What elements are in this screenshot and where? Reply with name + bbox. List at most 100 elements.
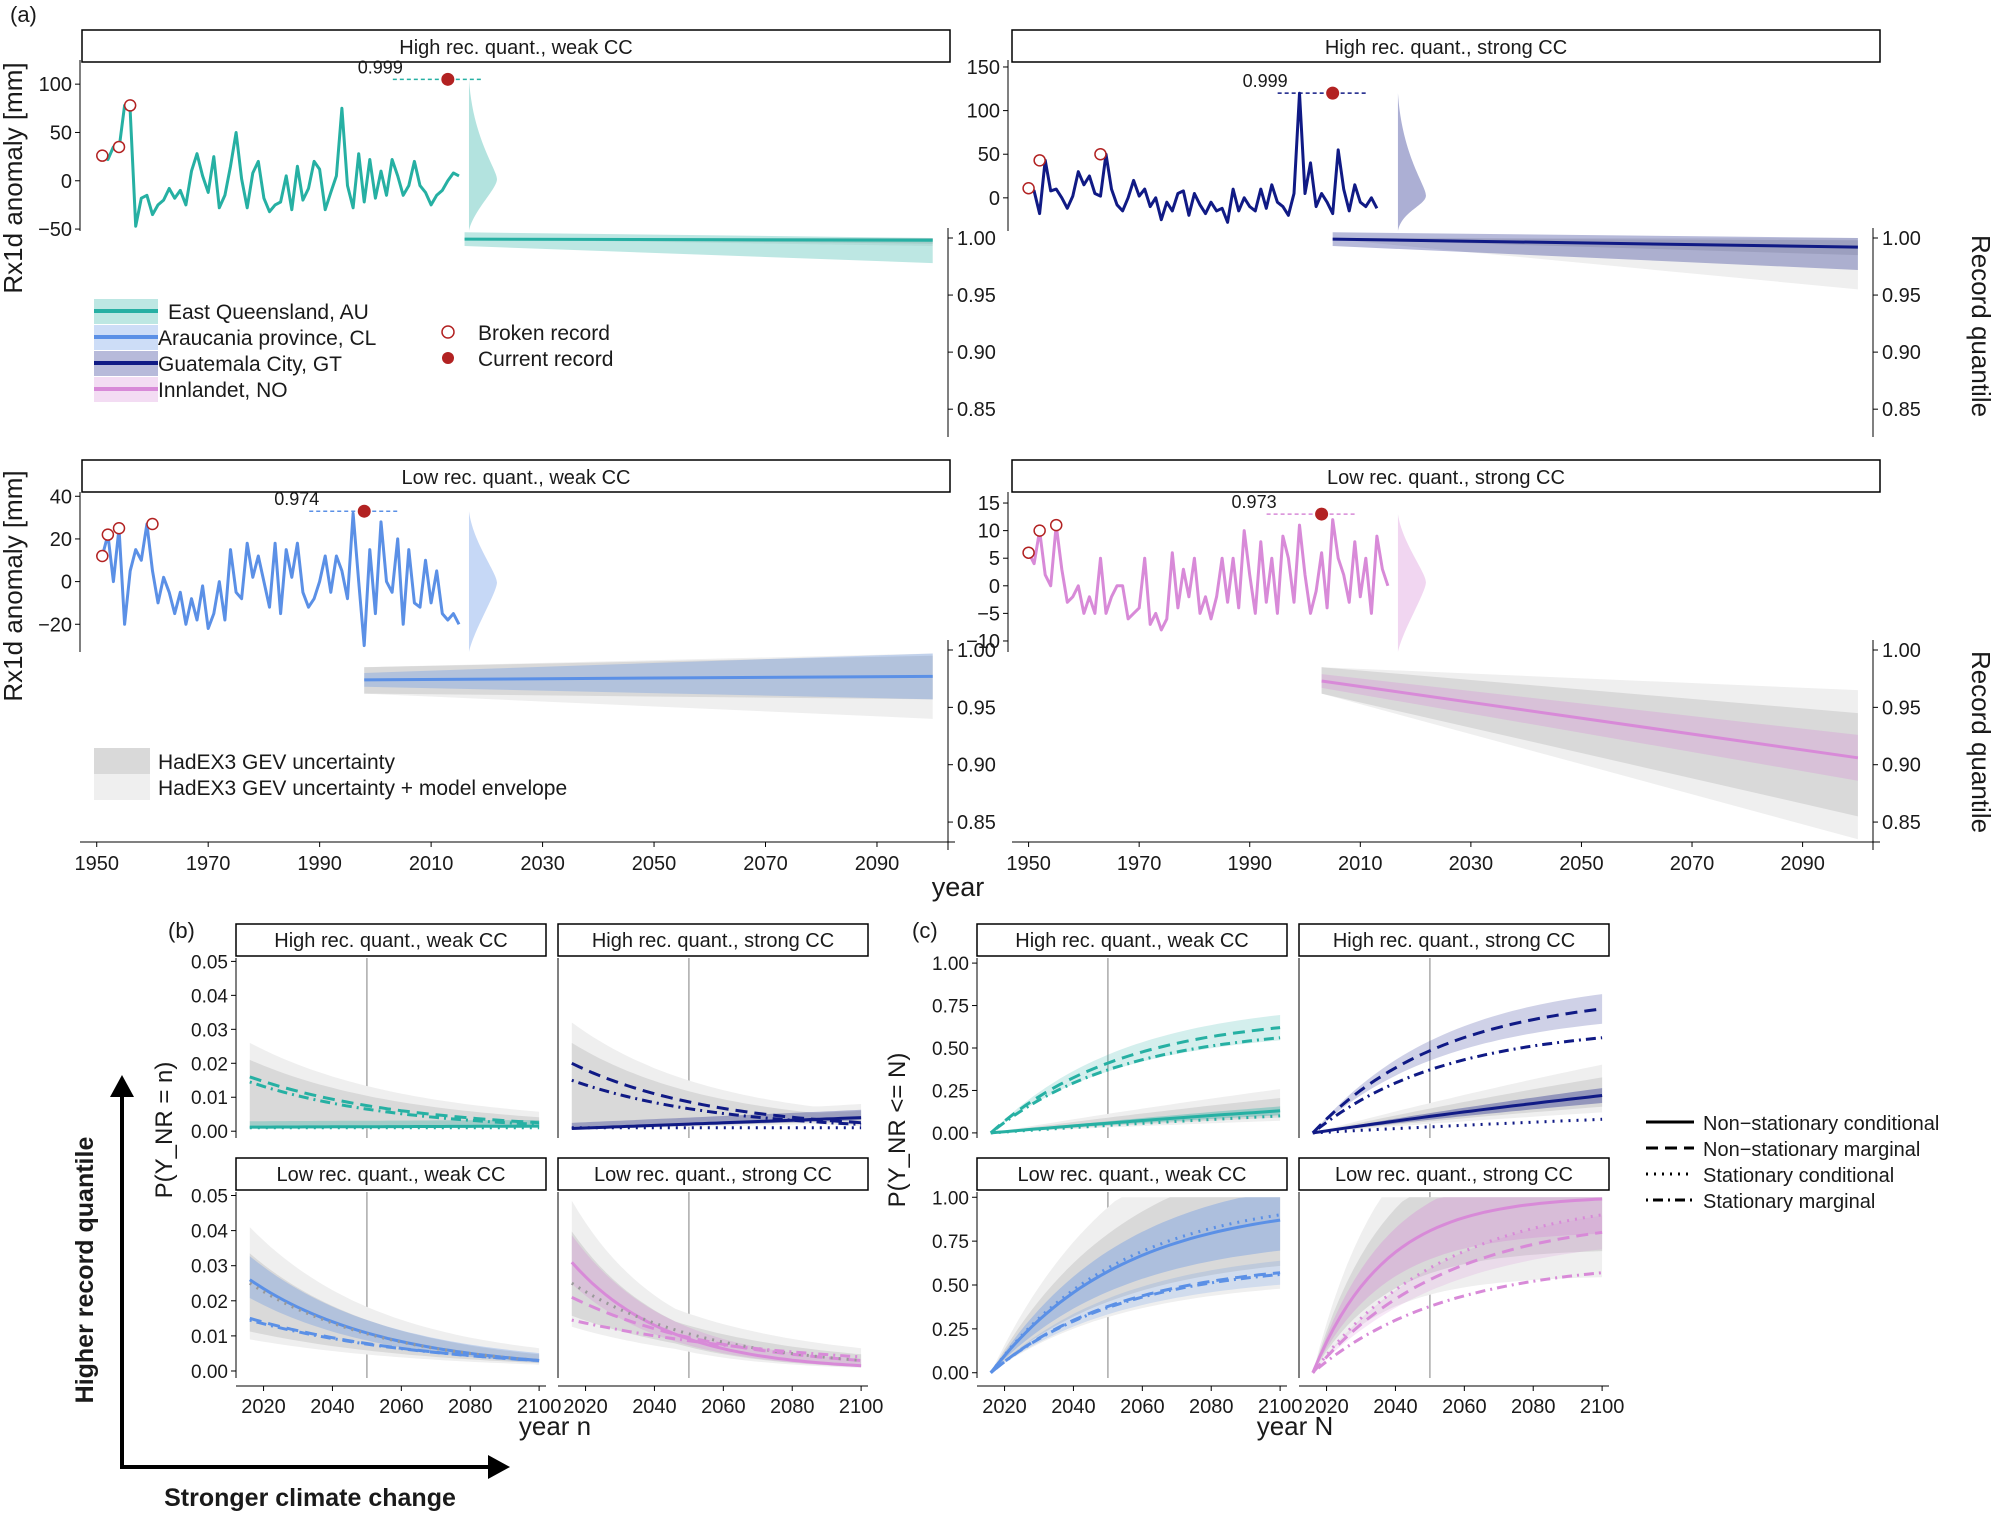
a-x-tick-label: 2050 [632, 853, 677, 875]
x-tick-label: 2020 [1304, 1396, 1349, 1418]
y-tick-label: 0.02 [191, 1054, 228, 1075]
ts-y-tick-label: −5 [977, 603, 1000, 625]
facet-strip [1011, 459, 1881, 493]
a-x-tick-label: 2090 [1780, 853, 1825, 875]
ts-y-tick-label: 0 [989, 188, 1000, 210]
legend-label-araucania: Araucania province, CL [158, 327, 376, 350]
density-shape [1397, 514, 1426, 652]
rx1d-series-line [100, 511, 461, 648]
series-line-dashed [1311, 1230, 1603, 1374]
facet-c-2: Low rec. quant., weak CC 0.00 0.25 0.50 0.75… [932, 1157, 1302, 1418]
series-line-dashed [249, 1316, 540, 1362]
facet-strip [557, 923, 869, 957]
gev-uncertainty-label: HadEX3 GEV uncertainty [158, 751, 395, 774]
c-y-axis-title: P(Y_NR <= N) [884, 1053, 911, 1208]
rx1d-series-line [101, 103, 460, 228]
x-tick-label: 2020 [982, 1396, 1027, 1418]
vertical-arrow-head [110, 1075, 134, 1097]
linetype-label-ns-marginal: Non−stationary marginal [1703, 1139, 1920, 1161]
quantile-tick-label: 1.00 [1882, 228, 1921, 250]
panel-label-a: (a) [10, 2, 37, 27]
gev-uncertainty-band [990, 1197, 1281, 1373]
ts-y-tick-label: −20 [38, 614, 72, 636]
gev-uncertainty-band [1312, 1197, 1603, 1373]
gev-uncertainty-key [94, 748, 150, 774]
y-tick-label: 0.01 [191, 1327, 228, 1348]
y-tick-label: 0.05 [191, 1187, 228, 1208]
y-tick-label: 0.03 [191, 1020, 228, 1041]
broken-record-marker [1049, 518, 1063, 532]
broken-record-marker [1094, 147, 1107, 161]
y-tick-label: 0.25 [932, 1081, 969, 1102]
x-tick-label: 2060 [701, 1396, 746, 1418]
facet-title: High rec. quant., strong CC [592, 930, 834, 952]
region-band [464, 232, 933, 264]
gev-uncertainty-band [1321, 667, 1858, 817]
facet-a-0: High rec. quant., weak CC −50 0 50 100 0.999 0… [38, 29, 996, 437]
record-quantile-label: 0.999 [1243, 71, 1288, 91]
facet-strip [81, 29, 951, 63]
a-x-tick-label: 2090 [855, 853, 900, 875]
quantile-tick-label: 0.95 [1882, 285, 1921, 307]
marginal-band [990, 1015, 1281, 1133]
stronger-climate-change-label: Stronger climate change [164, 1484, 456, 1512]
median-quantile-line [464, 237, 933, 242]
facet-a-1: High rec. quant., strong CC 0 50 100 150 0.99… [967, 29, 1921, 437]
current-record-icon [442, 352, 454, 364]
series-line-dotdash [989, 1036, 1281, 1135]
a-x-tick-label: 1970 [1117, 853, 1162, 875]
facet-c-3: Low rec. quant., strong CC 2020 2040 2060 20… [1298, 1157, 1624, 1418]
facet-b-2: Low rec. quant., weak CC 0.00 0.01 0.02 0.03… [191, 1157, 562, 1418]
y-tick-label: 0.04 [191, 986, 228, 1007]
facet-title: Low rec. quant., strong CC [594, 1164, 832, 1186]
plot-layer: High rec. quant., weak CC−500501000.9990… [38, 29, 1921, 1418]
facet-title: Low rec. quant., strong CC [1327, 467, 1565, 489]
a-x-tick-label: 2070 [743, 853, 788, 875]
median-quantile-line [1332, 237, 1858, 249]
series-line-dotdash [989, 1273, 1281, 1374]
facet-title: Low rec. quant., strong CC [1335, 1164, 1573, 1186]
facet-title: High rec. quant., weak CC [399, 37, 632, 59]
region-band [1332, 232, 1858, 270]
gev-model-envelope-key [94, 774, 150, 800]
legend-label-east-queensland: East Queensland, AU [168, 301, 369, 324]
marginal-band [1312, 1215, 1603, 1373]
series-line-dotted [990, 1114, 1281, 1135]
facet-strip [235, 1157, 547, 1191]
linetype-label-st-marginal: Stationary marginal [1703, 1191, 1875, 1213]
ts-y-tick-label: 50 [978, 144, 1000, 166]
density-shape [468, 79, 497, 231]
current-record-marker [1326, 86, 1340, 100]
ts-y-tick-label: 150 [967, 57, 1000, 79]
facet-title: High rec. quant., strong CC [1333, 930, 1575, 952]
series-line-dotted [1312, 1117, 1603, 1135]
x-tick-label: 2100 [517, 1396, 562, 1418]
region-legend: East Queensland, AU Araucania province, … [94, 299, 376, 402]
broken-record-icon [441, 325, 455, 339]
facet-b-3: Low rec. quant., strong CC 2020 2040 2060 20… [557, 1157, 883, 1418]
x-tick-label: 2080 [770, 1396, 815, 1418]
record-quantile-label: 0.999 [358, 57, 403, 77]
marginal-band [1312, 994, 1603, 1133]
model-envelope-band [1312, 1064, 1603, 1133]
y-tick-label: 0.00 [191, 1362, 228, 1383]
facet-b-0: High rec. quant., weak CC 0.00 0.01 0.02 0.0… [191, 923, 547, 1143]
linetype-label-st-conditional: Stationary conditional [1703, 1165, 1894, 1187]
x-tick-label: 2080 [448, 1396, 493, 1418]
a-x-tick-label: 2050 [1559, 853, 1604, 875]
y-tick-label: 1.00 [932, 954, 969, 975]
current-record-marker [441, 72, 455, 86]
ts-y-tick-label: 100 [967, 101, 1000, 123]
x-tick-label: 2080 [1511, 1396, 1556, 1418]
c-x-axis-title: year N [1257, 1411, 1334, 1441]
a-x-tick-label: 1990 [297, 853, 342, 875]
x-tick-label: 2040 [1051, 1396, 1096, 1418]
x-tick-label: 2040 [310, 1396, 355, 1418]
broken-record-marker [123, 99, 137, 112]
broken-record-marker [96, 549, 109, 563]
marginal-band [990, 1260, 1281, 1373]
quantile-tick-label: 0.95 [957, 697, 996, 719]
facet-strip [976, 1157, 1288, 1191]
x-tick-label: 2020 [241, 1396, 286, 1418]
